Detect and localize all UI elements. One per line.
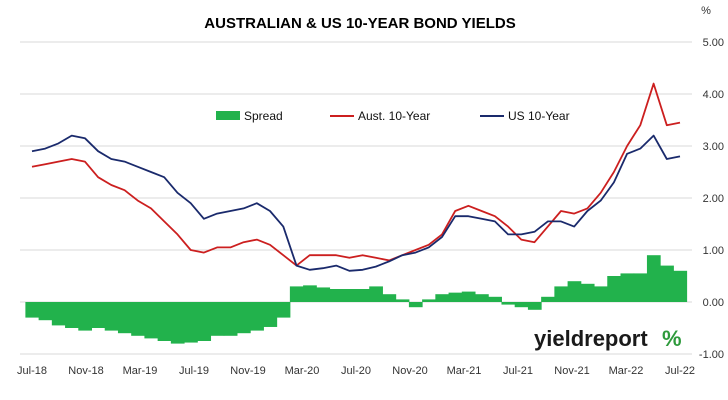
spread-bar — [580, 283, 595, 302]
spread-bar — [448, 292, 463, 302]
y-tick-label: 5.00 — [703, 37, 724, 49]
x-tick-label: Mar-21 — [447, 365, 482, 377]
series-line-us-10-year — [31, 134, 681, 272]
spread-bar — [223, 302, 238, 336]
x-tick-label: Mar-20 — [285, 365, 320, 377]
spread-bar — [408, 302, 423, 308]
spread-bar — [78, 302, 93, 331]
y-tick-label: 0.00 — [703, 297, 724, 309]
spread-bar — [541, 296, 555, 302]
yield-lines — [31, 82, 681, 272]
spread-bar — [329, 289, 344, 302]
spread-bar — [660, 265, 674, 302]
yieldreport-logo: yieldreport % — [534, 326, 682, 351]
spread-bar — [184, 302, 198, 343]
y-tick-label: -1.00 — [699, 349, 724, 361]
spread-bar — [51, 302, 66, 326]
x-tick-label: Nov-21 — [554, 365, 589, 377]
spread-bar — [475, 294, 489, 302]
x-tick-label: Nov-20 — [392, 365, 427, 377]
spread-bar — [633, 273, 648, 302]
spread-bar — [117, 302, 132, 334]
x-tick-label: Jul-21 — [503, 365, 533, 377]
chart-title: AUSTRALIAN & US 10-YEAR BOND YIELDS — [204, 15, 515, 32]
spread-bar — [382, 294, 397, 302]
spread-bar — [527, 302, 542, 310]
spread-bar — [289, 286, 304, 302]
spread-bar — [157, 302, 172, 341]
spread-bar — [131, 302, 145, 336]
y-axis-ticks: 5.00 4.00 3.00 2.00 1.00 0.00 -1.00 — [699, 37, 724, 361]
spread-bar — [342, 289, 357, 302]
spread-bar — [646, 255, 661, 302]
spread-bar — [673, 270, 688, 302]
y-tick-label: 3.00 — [703, 141, 724, 153]
spread-bar — [422, 299, 436, 302]
spread-bar — [250, 302, 264, 331]
legend-swatch-spread — [216, 111, 240, 120]
x-tick-label: Jul-19 — [179, 365, 209, 377]
legend-label: US 10-Year — [508, 109, 570, 123]
spread-bar — [263, 302, 278, 327]
spread-bar — [276, 302, 291, 318]
spread-bar — [461, 291, 476, 302]
spread-bar — [91, 302, 106, 328]
series-line-aust-10-year — [31, 82, 681, 267]
spread-bar — [395, 299, 410, 302]
x-tick-label: Nov-18 — [68, 365, 103, 377]
spread-bar — [316, 287, 331, 302]
spread-bar — [197, 302, 212, 341]
legend: Spread Aust. 10-Year US 10-Year — [216, 109, 570, 123]
spread-bar — [104, 302, 119, 331]
x-tick-label: Jul-22 — [665, 365, 695, 377]
spread-bar — [369, 286, 383, 302]
y-axis-unit: % — [701, 5, 711, 17]
spread-bar — [303, 285, 317, 302]
logo-word: yieldreport — [534, 326, 648, 351]
spread-bar — [144, 302, 159, 339]
spread-bar — [607, 276, 621, 302]
spread-bars — [25, 255, 688, 344]
spread-bar — [435, 294, 450, 302]
x-tick-label: Nov-19 — [230, 365, 265, 377]
y-tick-label: 2.00 — [703, 193, 724, 205]
spread-bar — [501, 302, 516, 305]
spread-bar — [594, 286, 608, 302]
y-tick-label: 1.00 — [703, 245, 724, 257]
legend-label: Spread — [244, 109, 283, 123]
x-tick-label: Jul-18 — [17, 365, 47, 377]
x-tick-label: Mar-22 — [609, 365, 644, 377]
legend-label: Aust. 10-Year — [358, 109, 430, 123]
logo-percent-icon: % — [662, 326, 682, 351]
x-tick-label: Jul-20 — [341, 365, 371, 377]
spread-bar — [356, 289, 370, 302]
spread-bar — [65, 302, 79, 328]
y-tick-label: 4.00 — [703, 89, 724, 101]
spread-bar — [38, 302, 53, 321]
spread-bar — [210, 302, 225, 336]
x-axis-ticks: Jul-18 Nov-18 Mar-19 Jul-19 Nov-19 Mar-20 Jul-… — [17, 365, 695, 377]
spread-bar — [554, 286, 569, 302]
spread-bar — [514, 302, 529, 308]
x-tick-label: Mar-19 — [123, 365, 158, 377]
spread-bar — [488, 296, 502, 302]
spread-bar — [236, 302, 251, 334]
spread-bar — [620, 273, 635, 302]
spread-bar — [25, 302, 40, 318]
spread-bar — [170, 302, 185, 344]
spread-bar — [567, 281, 582, 302]
